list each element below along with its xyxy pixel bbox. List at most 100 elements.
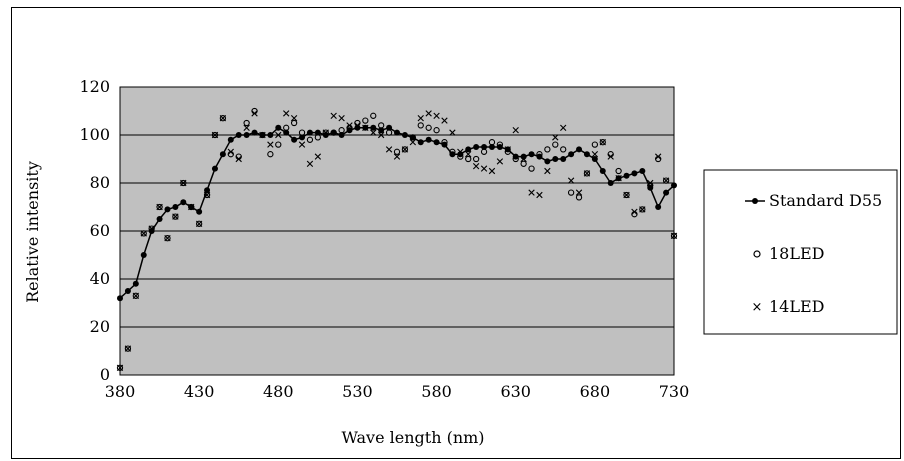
point-d55 (124, 288, 131, 294)
point-18led (385, 129, 393, 136)
point-18led (172, 213, 179, 220)
point-14led (449, 129, 456, 136)
point-d55 (299, 134, 306, 141)
x-tick-label: 530 (342, 382, 373, 401)
point-14led (567, 177, 575, 184)
series-14led (116, 110, 678, 371)
point-14led (195, 220, 203, 227)
point-18led (599, 139, 606, 146)
point-d55 (338, 132, 345, 138)
point-14led (425, 110, 432, 117)
point-d55 (631, 170, 638, 177)
point-14led (330, 112, 337, 119)
point-d55 (655, 204, 662, 210)
y-tick-label: 100 (79, 125, 110, 144)
point-d55 (528, 151, 535, 158)
point-14led (188, 203, 195, 211)
point-d55 (140, 252, 147, 258)
point-d55 (639, 168, 646, 174)
point-18led (670, 232, 678, 239)
point-18led (275, 141, 282, 148)
point-18led (164, 235, 171, 242)
point-18led (465, 155, 472, 163)
point-18led (449, 148, 456, 155)
point-14led (306, 160, 314, 167)
legend-label-d55: Standard D55 (769, 191, 882, 210)
point-18led (298, 129, 306, 136)
point-18led (639, 206, 646, 213)
point-14led (362, 124, 369, 131)
point-14led (164, 235, 171, 242)
point-d55 (306, 129, 313, 136)
point-14led (377, 131, 385, 139)
point-14led (488, 167, 496, 175)
point-14led (433, 112, 440, 119)
point-18led (188, 203, 195, 211)
point-d55 (560, 156, 567, 162)
point-18led (575, 194, 583, 201)
point-d55 (409, 134, 416, 141)
point-14led (267, 141, 274, 148)
point-18led (544, 146, 551, 153)
y-tick-label: 20 (90, 317, 110, 336)
point-d55 (156, 216, 163, 222)
point-d55 (227, 136, 234, 143)
point-14led (148, 225, 155, 232)
point-18led (203, 191, 211, 199)
point-d55 (599, 168, 606, 174)
point-18led (132, 292, 139, 299)
point-18led (528, 165, 535, 172)
legend-marker-d55 (752, 198, 758, 204)
point-d55 (394, 129, 400, 136)
point-14led (370, 129, 377, 136)
point-18led (536, 151, 543, 158)
point-18led (338, 127, 345, 134)
point-14led (393, 153, 401, 160)
point-d55 (568, 151, 575, 158)
point-d55 (235, 132, 242, 138)
point-14led (552, 134, 559, 141)
point-14led (322, 129, 329, 136)
point-14led (409, 139, 417, 146)
point-d55 (552, 156, 559, 162)
y-tick-label: 0 (100, 365, 110, 384)
point-18led (496, 141, 504, 148)
point-18led (243, 119, 250, 127)
point-18led (116, 364, 124, 371)
point-d55 (576, 146, 583, 153)
point-18led (623, 191, 630, 199)
point-14led (219, 115, 227, 122)
y-tick-label: 120 (79, 77, 110, 96)
point-14led (512, 127, 519, 134)
point-18led (480, 148, 488, 155)
point-14led (227, 148, 234, 155)
point-14led (560, 124, 567, 131)
point-18led (283, 124, 290, 131)
point-14led (623, 191, 630, 199)
point-d55 (283, 129, 290, 136)
point-d55 (172, 204, 179, 210)
point-18led (662, 177, 670, 184)
point-18led (267, 151, 274, 158)
point-d55 (386, 124, 393, 131)
point-18led (417, 122, 424, 129)
point-14led (528, 189, 535, 196)
point-d55 (481, 144, 488, 150)
point-14led (417, 115, 424, 122)
point-14led (520, 155, 527, 163)
point-14led (251, 110, 258, 117)
point-d55 (275, 124, 282, 131)
x-tick-labels: 380 430 480 530 580 630 680 730 (105, 382, 690, 401)
legend-label-18led: 18LED (769, 244, 825, 263)
point-14led (235, 155, 242, 163)
point-18led (219, 115, 227, 122)
point-18led (259, 131, 266, 139)
legend-label-14led: 14LED (769, 297, 825, 316)
point-18led (124, 345, 132, 352)
point-d55 (132, 280, 139, 287)
y-tick-label: 60 (90, 221, 110, 240)
point-d55 (378, 127, 385, 134)
point-d55 (219, 151, 226, 158)
point-d55 (663, 189, 670, 196)
